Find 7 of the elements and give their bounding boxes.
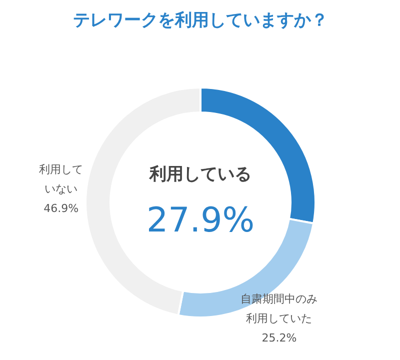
- slice-label: 自粛期間中のみ利用していた: [240, 292, 318, 325]
- data-label: 46.9%: [44, 202, 79, 215]
- data-label: 25.2%: [262, 331, 297, 344]
- data-label: 27.9%: [146, 200, 255, 240]
- slice-label: 利用している: [148, 164, 252, 184]
- chart-title: テレワークを利用していますか？: [73, 10, 328, 30]
- slice-label: 利用していない: [39, 162, 84, 196]
